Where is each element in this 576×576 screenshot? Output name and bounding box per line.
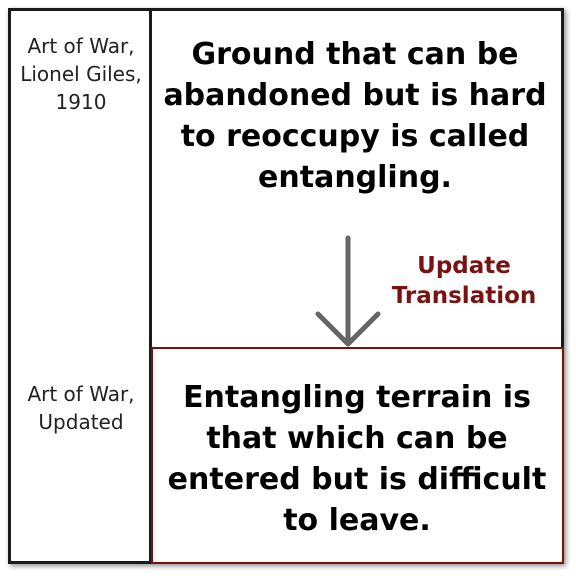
label-updated-source: Art of War, Updated xyxy=(27,382,135,434)
updated-translation-text: Entangling terrain is that which can be … xyxy=(167,380,547,538)
arrow-down-icon xyxy=(315,235,381,347)
original-translation-text: Ground that can be abandoned but is hard… xyxy=(163,37,547,195)
updated-translation-box xyxy=(151,347,564,564)
update-translation-label: Update Translation xyxy=(391,253,537,309)
label-original-source: Art of War, Lionel Giles, 1910 xyxy=(20,34,142,114)
column-divider xyxy=(149,10,152,563)
